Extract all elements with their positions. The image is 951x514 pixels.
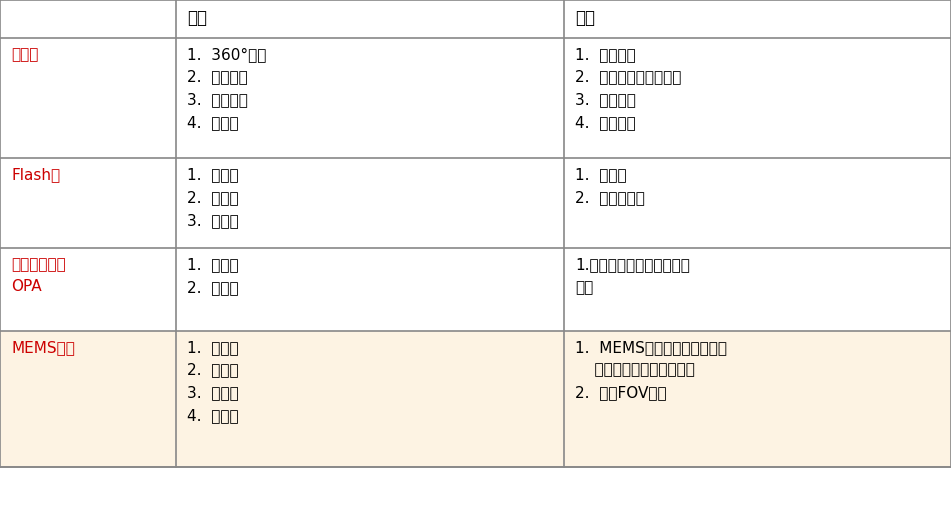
Bar [564, 248, 951, 331]
Text: 1.  准固态
2.  帧率高
3.  距离远
4.  成本低: 1. 准固态 2. 帧率高 3. 距离远 4. 成本低 [187, 340, 239, 423]
Text: 1.  距离近
2.  点云数较少: 1. 距离近 2. 点云数较少 [575, 168, 645, 206]
Bar [0, 158, 176, 248]
Text: 1.  MEMS微镜镜面普遍较小，
    导致接收和发射口径较小
2.  视野FOV较小: 1. MEMS微镜镜面普遍较小， 导致接收和发射口径较小 2. 视野FOV较小 [575, 340, 728, 400]
Bar [0, 38, 176, 158]
Text: 光学相控阵列
OPA: 光学相控阵列 OPA [11, 258, 67, 293]
Bar [0, 0, 176, 38]
Text: 优点: 优点 [187, 9, 207, 27]
Bar [176, 248, 564, 331]
Bar [176, 331, 564, 467]
Text: 1.成熟度很低（未见产品样
机）: 1.成熟度很低（未见产品样 机） [575, 258, 690, 296]
Bar [564, 331, 951, 467]
Bar [564, 0, 951, 38]
Text: 1.  机械扫描
2.  多个发射与接收单元
3.  帧率较小
4.  价格太高: 1. 机械扫描 2. 多个发射与接收单元 3. 帧率较小 4. 价格太高 [575, 47, 682, 130]
Text: MEMS扫描: MEMS扫描 [11, 340, 75, 355]
Bar [176, 38, 564, 158]
Text: Flash式: Flash式 [11, 168, 61, 182]
Bar [0, 331, 176, 467]
Text: 1.  360°周视
2.  点云数高
3.  方案成熟
4.  距离远: 1. 360°周视 2. 点云数高 3. 方案成熟 4. 距离远 [187, 47, 266, 130]
Text: 转台式: 转台式 [11, 47, 39, 62]
Bar [176, 158, 564, 248]
Bar [176, 0, 564, 38]
Text: 缺点: 缺点 [575, 9, 595, 27]
Text: 1.  全固态
2.  成本低: 1. 全固态 2. 成本低 [187, 258, 239, 296]
Bar [0, 248, 176, 331]
Bar [564, 158, 951, 248]
Text: 1.  全固态
2.  帧率高
3.  成本低: 1. 全固态 2. 帧率高 3. 成本低 [187, 168, 239, 228]
Bar [564, 38, 951, 158]
